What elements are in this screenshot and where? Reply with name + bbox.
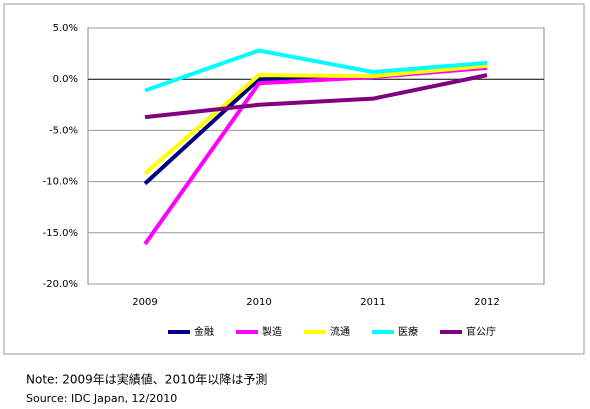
source: Source: IDC Japan, 12/2010 <box>26 392 177 405</box>
y-tick-label: -5.0% <box>49 125 78 136</box>
y-tick-label: -20.0% <box>43 279 78 290</box>
y-tick-label: -10.0% <box>43 177 78 188</box>
legend-label: 製造 <box>262 325 282 338</box>
legend-label: 流通 <box>330 325 350 338</box>
series-line <box>143 63 488 175</box>
series-line <box>144 48 488 93</box>
x-tick-label: 2012 <box>474 297 499 308</box>
series-line <box>144 73 488 120</box>
chart-frame <box>3 3 585 355</box>
note: Note: 2009年は実績値、2010年以降は予測 <box>26 372 267 387</box>
y-tick-label: 5.0% <box>53 23 78 34</box>
x-tick-label: 2009 <box>132 297 157 308</box>
y-tick-label: -15.0% <box>43 228 78 239</box>
x-tick-label: 2011 <box>360 297 385 308</box>
legend-label: 金融 <box>194 325 214 338</box>
x-tick-label: 2010 <box>246 297 271 308</box>
series-line <box>143 65 488 246</box>
y-tick-label: 0.0% <box>53 74 78 85</box>
legend-label: 医療 <box>398 325 418 338</box>
legend-label: 官公庁 <box>466 325 496 338</box>
